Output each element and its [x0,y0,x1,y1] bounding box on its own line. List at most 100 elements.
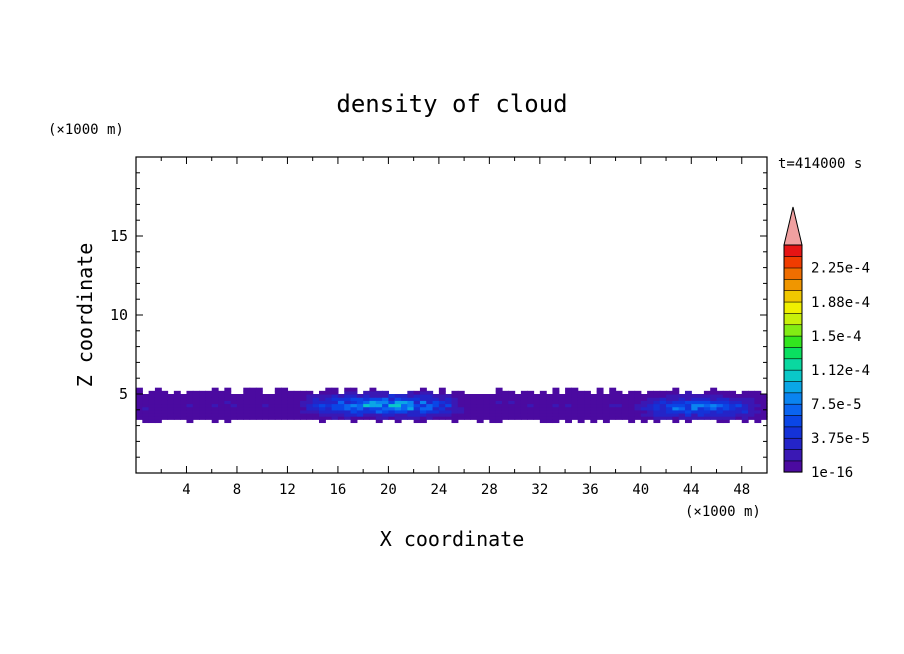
density-cell [218,394,225,398]
density-cell [318,400,326,405]
density-cell [142,397,150,401]
density-cell [653,390,661,395]
density-cell [741,416,749,420]
density-cell [634,416,642,420]
density-cell [211,412,219,417]
density-cell [615,416,623,420]
density-cell [281,412,289,417]
density-cell [602,409,610,414]
density-cell [262,394,270,398]
x-tick-label: 4 [182,482,190,498]
density-cell [312,400,320,405]
density-cell [274,387,282,392]
density-cell [350,403,358,408]
density-cell [716,409,724,414]
density-cell [697,406,705,411]
density-cell [356,416,364,420]
density-cell [609,397,617,401]
density-cell [388,416,396,420]
density-cell [331,387,339,392]
density-cell [451,409,459,414]
density-cell [546,397,554,401]
density-cell [438,409,446,414]
density-cell [527,409,535,414]
density-cell [287,397,295,401]
density-cell [199,400,207,405]
density-cell [337,406,345,411]
density-cell [539,409,547,414]
density-cell [274,409,282,414]
density-cell [306,390,314,395]
density-cell [337,412,345,417]
density-cell [186,412,194,417]
density-cell [678,416,686,420]
density-cell [388,403,396,408]
density-cell [407,416,415,420]
density-cell [445,403,453,408]
density-cell [211,406,219,411]
density-cell [501,390,509,395]
density-cell [621,394,629,398]
density-cell [577,403,585,408]
density-cell [495,394,503,398]
density-cell [382,394,389,398]
colorbar-level [783,358,803,371]
density-cell [148,419,156,424]
density-cell [558,400,566,405]
density-cell [584,403,591,408]
density-cell [192,412,200,417]
colorbar-label: 1e-16 [811,465,853,481]
density-cell [539,412,547,417]
density-cell [697,409,705,414]
density-cell [325,403,333,408]
density-cell [760,394,768,398]
density-cell [558,406,566,411]
density-cell [300,409,307,414]
density-cell [180,400,188,405]
density-cell [754,400,762,405]
density-cell [388,400,396,405]
density-cell [419,416,427,420]
density-cell [407,409,415,414]
colorbar-outline [783,244,803,473]
density-cell [577,390,585,395]
density-cell [760,409,768,414]
density-cell [609,416,617,420]
density-cell [337,409,345,414]
density-cell [344,412,352,417]
density-cell [470,406,478,411]
density-cell [268,409,276,414]
density-cell [268,406,276,411]
density-cell [508,400,516,405]
density-cell [565,406,572,411]
density-cell [426,397,434,401]
density-cell [262,416,270,420]
density-cell [350,419,358,424]
density-cell [722,416,730,420]
density-cell [691,400,699,405]
density-cell [218,416,225,420]
density-cell [438,394,446,398]
density-cell [571,394,579,398]
density-cell [218,403,225,408]
density-cell [748,416,755,420]
density-cell [300,394,307,398]
density-cell [363,397,371,401]
density-cell [375,394,383,398]
density-cell [236,394,244,398]
density-cell [293,390,301,395]
density-cell [571,416,579,420]
density-cell [741,403,749,408]
density-cell [287,390,295,395]
density-cell [748,403,755,408]
density-cell [205,412,213,417]
density-cell [369,394,377,398]
density-cell [464,409,472,414]
density-cell [331,409,339,414]
density-cell [546,394,554,398]
density-cell [262,397,270,401]
density-cell [136,416,143,420]
density-cell [268,394,276,398]
density-cell [318,403,326,408]
density-cell [255,400,263,405]
